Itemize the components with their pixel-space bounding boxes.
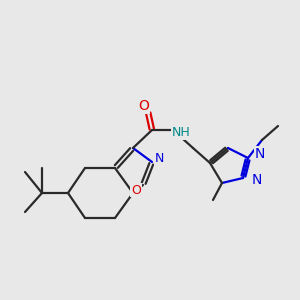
Text: N: N <box>255 147 266 161</box>
Text: O: O <box>131 184 141 196</box>
Text: N: N <box>252 173 262 187</box>
Text: N: N <box>154 152 164 166</box>
Text: NH: NH <box>172 127 190 140</box>
Text: O: O <box>139 99 149 113</box>
